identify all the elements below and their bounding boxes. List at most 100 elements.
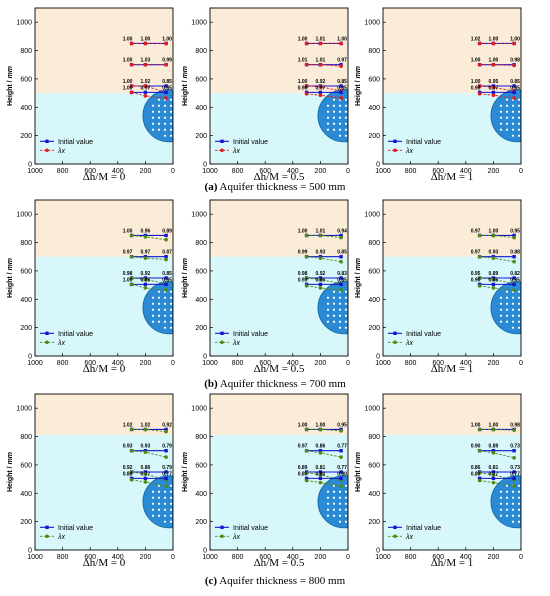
lambda-marker xyxy=(129,448,134,453)
grout-hole xyxy=(536,123,538,125)
data-label: 1.00 xyxy=(123,228,133,234)
grout-hole xyxy=(517,508,521,511)
grout-hole xyxy=(517,296,521,299)
legend-initial-marker xyxy=(393,139,397,144)
grout-hole xyxy=(530,485,532,487)
initial-marker xyxy=(339,276,343,280)
x-tick-label: 200 xyxy=(315,168,327,175)
grout-hole xyxy=(157,98,161,101)
lambda-marker xyxy=(491,451,496,455)
grout-hole xyxy=(326,122,330,125)
grout-hole xyxy=(505,496,509,499)
data-label: 1.00 xyxy=(162,36,172,42)
grout-hole xyxy=(157,308,161,311)
grout-hole xyxy=(505,116,509,119)
grout-hole xyxy=(163,308,167,311)
data-label: 0.79 xyxy=(162,444,172,450)
data-label: 0.85 xyxy=(141,277,151,283)
grout-hole xyxy=(505,290,509,293)
data-label: 0.85 xyxy=(337,85,347,91)
grout-hole xyxy=(176,135,178,137)
lambda-marker xyxy=(318,93,323,98)
grout-hole xyxy=(344,320,348,323)
initial-marker xyxy=(318,476,323,481)
grout-hole xyxy=(536,503,538,505)
y-axis-label: Height / mm xyxy=(182,258,189,298)
lambda-marker xyxy=(477,62,482,67)
grout-hole xyxy=(157,496,161,499)
grout-hole xyxy=(157,508,161,511)
grout-hole xyxy=(326,104,330,107)
grout-hole xyxy=(163,296,167,299)
soil-zone xyxy=(210,8,348,94)
grout-hole xyxy=(505,98,509,101)
soil-zone xyxy=(35,8,173,94)
y-tick-label: 400 xyxy=(195,491,207,498)
lambda-marker xyxy=(512,96,516,100)
grout-hole xyxy=(157,296,161,299)
y-axis-label-unit: mm xyxy=(7,66,14,78)
y-tick-label: 600 xyxy=(368,76,380,83)
lambda-marker xyxy=(512,259,516,264)
y-axis-label-main: Height xyxy=(182,276,189,298)
data-label: 0.81 xyxy=(316,465,326,471)
axes-frame xyxy=(382,199,522,357)
lambda-marker xyxy=(304,41,309,46)
data-label: 0.80 xyxy=(337,471,347,477)
grout-hole xyxy=(530,309,532,311)
grout-hole xyxy=(332,296,336,299)
grout-hole xyxy=(517,98,521,101)
legend-lambda-label: λx xyxy=(405,148,413,155)
x-tick-label: 400 xyxy=(287,168,299,175)
data-label: 0.89 xyxy=(298,465,308,471)
legend-lambda-marker xyxy=(45,148,49,153)
tunnel-section xyxy=(317,89,365,143)
grout-hole xyxy=(332,104,336,107)
grout-hole xyxy=(338,502,342,505)
grout-hole xyxy=(499,320,503,323)
initial-marker xyxy=(164,470,168,474)
lambda-marker xyxy=(477,284,482,288)
y-tick-label: 600 xyxy=(20,76,32,83)
data-label: 0.82 xyxy=(510,271,520,277)
grout-hole xyxy=(332,490,336,493)
grout-hole xyxy=(157,302,161,305)
lambda-marker xyxy=(339,288,343,292)
grout-hole xyxy=(326,490,330,493)
lambda-marker xyxy=(491,473,496,477)
axes-frame xyxy=(34,7,174,165)
data-label: 1.00 xyxy=(337,36,347,42)
lambda-marker xyxy=(164,455,168,459)
data-label: 0.85 xyxy=(162,271,172,277)
grout-hole xyxy=(332,514,336,517)
grout-hole xyxy=(351,521,353,523)
y-axis-label: Height / mm xyxy=(355,66,362,106)
grout-hole xyxy=(357,303,359,305)
grout-hole xyxy=(176,309,178,311)
y-axis-label-sep: / xyxy=(7,78,14,84)
grout-hole xyxy=(344,484,348,487)
grout-hole xyxy=(326,496,330,499)
lambda-marker xyxy=(318,233,323,238)
y-axis-label-main: Height xyxy=(7,276,14,298)
legend-initial-marker xyxy=(45,525,49,530)
data-label: 0.85 xyxy=(337,79,347,85)
grout-hole xyxy=(363,123,365,125)
grout-hole xyxy=(176,303,178,305)
grout-hole xyxy=(157,128,161,131)
grout-hole xyxy=(517,484,521,487)
tunnel-circle xyxy=(317,281,348,335)
grout-hole xyxy=(182,321,184,323)
data-label: 0.93 xyxy=(141,444,151,450)
caption-label: (a) xyxy=(205,181,218,193)
lambda-marker xyxy=(318,277,323,282)
grout-hole xyxy=(157,116,161,119)
grout-hole xyxy=(351,99,353,101)
initial-marker xyxy=(304,476,309,481)
grout-hole xyxy=(151,302,155,305)
grout-hole xyxy=(169,520,173,523)
data-label: 0.98 xyxy=(471,85,481,91)
lambda-marker xyxy=(129,478,134,482)
x-tick-label: 200 xyxy=(140,360,152,367)
